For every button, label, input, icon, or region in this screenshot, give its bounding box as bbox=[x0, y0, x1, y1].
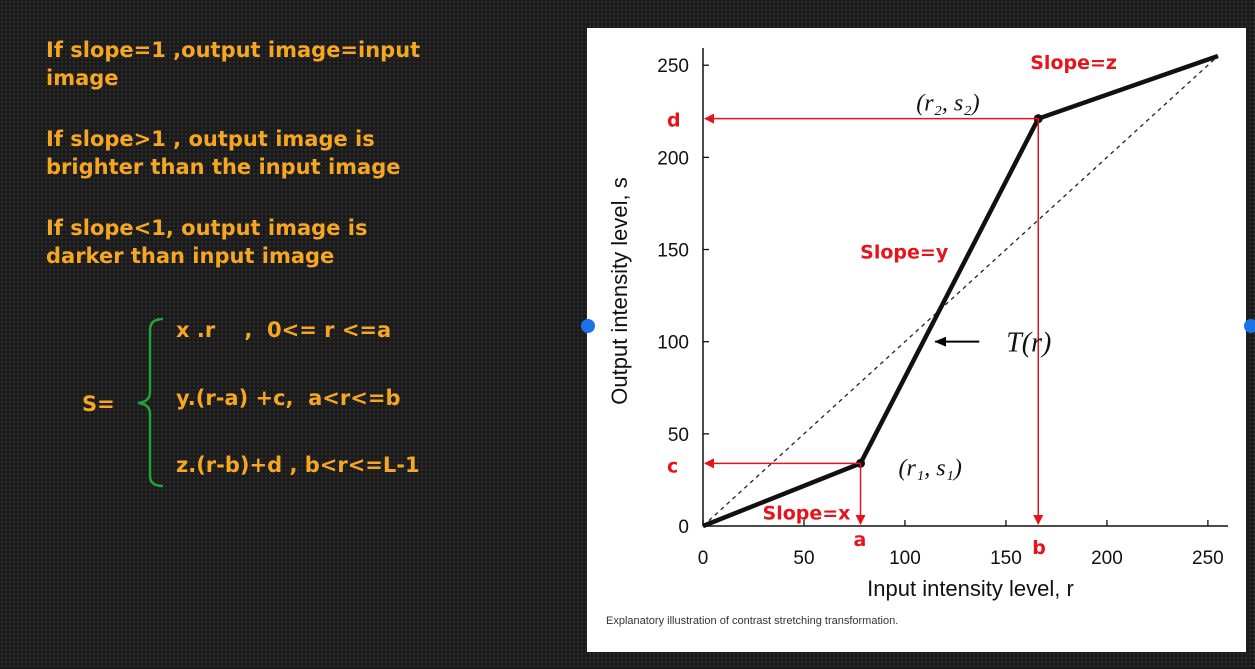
carousel-next-button[interactable] bbox=[1244, 319, 1255, 333]
y-tick-label: 200 bbox=[657, 148, 689, 169]
b-label: b bbox=[1032, 537, 1046, 559]
x-tick-label: 150 bbox=[990, 548, 1022, 569]
equation-case-3: z.(r-b)+d , b<r<=L-1 bbox=[176, 453, 420, 477]
x-tick-label: 200 bbox=[1091, 548, 1123, 569]
y-tick-label: 50 bbox=[668, 425, 689, 446]
equation-case-2: y.(r-a) +c, a<r<=b bbox=[176, 386, 401, 410]
slope-y-label: Slope=y bbox=[860, 242, 949, 264]
y-ticks: 0 50 100 150 200 250 bbox=[657, 56, 709, 538]
note-slope-equal: If slope=1 ,output image=input image bbox=[46, 38, 421, 90]
a-label: a bbox=[854, 529, 867, 551]
y-tick-label: 250 bbox=[657, 56, 689, 77]
equation-lhs: S= bbox=[82, 392, 115, 416]
x-tick-label: 50 bbox=[793, 548, 814, 569]
y-tick-label: 150 bbox=[657, 241, 689, 262]
transformation-curve bbox=[702, 53, 1219, 529]
y-axis-label: Output intensity level, s bbox=[607, 177, 632, 404]
point-label-r2-s2: (r₂, s₂) bbox=[916, 91, 979, 117]
y-tick-label: 0 bbox=[678, 517, 689, 538]
note-slope-greater: If slope>1 , output image is brighter th… bbox=[46, 127, 401, 179]
figure-panel: 0 50 100 150 200 250 0 50 100 150 200 250 Input in… bbox=[587, 28, 1246, 652]
x-axis-label: Input intensity level, r bbox=[867, 576, 1074, 601]
x-tick-label: 100 bbox=[889, 548, 921, 569]
y-tick-label: 100 bbox=[657, 333, 689, 354]
curve-label: T(r) bbox=[1006, 328, 1051, 359]
c-label: c bbox=[667, 455, 678, 477]
x-tick-label: 0 bbox=[698, 548, 709, 569]
equation-brace bbox=[137, 317, 164, 488]
slope-z-label: Slope=z bbox=[1030, 52, 1117, 74]
figure-caption: Explanatory illustration of contrast str… bbox=[606, 615, 899, 627]
x-ticks: 0 50 100 150 200 250 bbox=[698, 520, 1224, 569]
note-slope-less: If slope<1, output image is darker than … bbox=[46, 216, 368, 268]
axes bbox=[702, 48, 1228, 527]
d-label: d bbox=[667, 110, 681, 132]
slope-x-label: Slope=x bbox=[763, 502, 851, 524]
x-tick-label: 250 bbox=[1192, 548, 1224, 569]
equation-case-1: x .r , 0<= r <=a bbox=[176, 318, 392, 342]
point-label-r1-s1: (r₁, s₁) bbox=[899, 455, 962, 481]
carousel-prev-button[interactable] bbox=[581, 319, 595, 333]
contrast-stretching-chart: 0 50 100 150 200 250 0 50 100 150 200 250 Input in… bbox=[607, 48, 1228, 601]
